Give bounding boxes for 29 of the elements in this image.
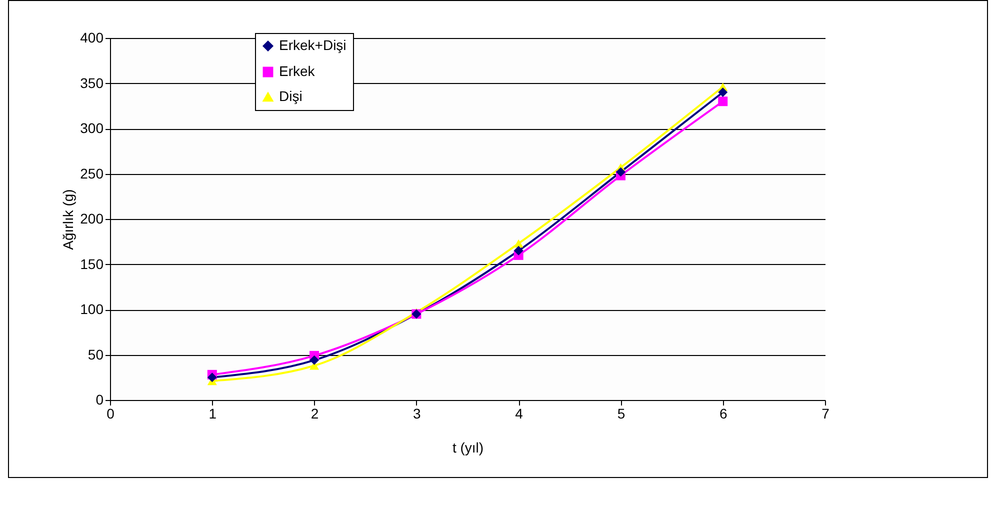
y-tick-label: 50 [88,346,104,362]
x-tick-label: 3 [413,406,422,422]
y-tick-label: 350 [80,74,104,91]
legend-label: Dişi [279,88,302,104]
y-axis-title: Ağırlık (g) [60,189,76,250]
point [310,355,320,365]
y-tick-label: 150 [80,256,104,272]
x-tick-label: 6 [719,406,728,422]
legend-label: Erkek+Dişi [279,37,346,53]
y-tick-label: 200 [80,210,104,226]
y-tick-label: 400 [80,30,104,46]
point [514,239,524,248]
y-tick-label: 300 [80,120,104,136]
x-tick-label: 7 [822,406,830,422]
x-tick-label: 4 [515,406,524,422]
point [718,88,728,98]
point [207,372,217,382]
y-tick-label: 0 [96,392,104,408]
x-tick-label: 0 [106,406,115,422]
point [616,167,626,177]
x-tick-label: 2 [310,406,319,422]
point [718,96,728,106]
y-tick-label: 100 [80,301,104,317]
point [514,246,524,256]
x-tick-label: 5 [617,406,626,422]
legend-label: Erkek [279,63,316,79]
x-axis-title: t (yıl) [452,440,484,456]
x-tick-label: 1 [208,406,217,422]
y-tick-label: 250 [80,165,104,182]
